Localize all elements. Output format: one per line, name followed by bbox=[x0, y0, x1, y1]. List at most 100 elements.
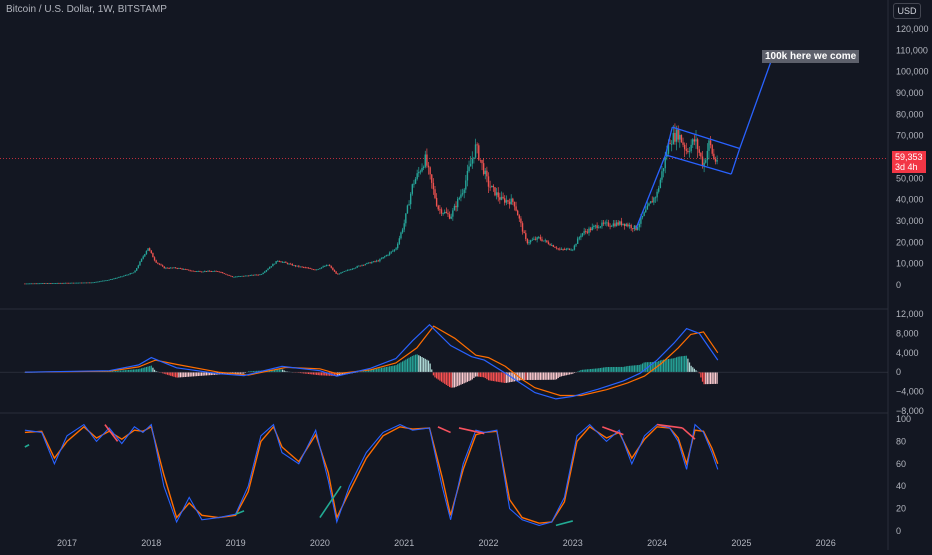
candle-body bbox=[267, 268, 269, 271]
candle-body bbox=[228, 274, 230, 276]
histogram-bar bbox=[611, 366, 613, 373]
candle-body bbox=[375, 260, 378, 262]
histogram-bar bbox=[299, 372, 302, 374]
candle-body bbox=[664, 157, 666, 169]
histogram-bar bbox=[470, 372, 472, 381]
candle-body bbox=[387, 254, 389, 256]
histogram-bar bbox=[596, 368, 598, 373]
histogram-bar bbox=[416, 354, 418, 373]
candle-body bbox=[622, 223, 624, 226]
histogram-bar bbox=[128, 369, 130, 373]
histogram-bar bbox=[199, 372, 201, 376]
currency-button[interactable]: USD bbox=[893, 3, 921, 19]
histogram-bar bbox=[380, 367, 383, 373]
candle-body bbox=[636, 227, 639, 230]
histogram-bar bbox=[113, 371, 115, 373]
candle-body bbox=[421, 168, 423, 172]
candle-body bbox=[362, 264, 365, 266]
histogram-bar bbox=[468, 372, 470, 382]
histogram-bar bbox=[487, 372, 490, 381]
candle-body bbox=[705, 160, 707, 163]
candle-body bbox=[611, 226, 613, 227]
histogram-bar bbox=[429, 363, 431, 373]
candle-body bbox=[366, 263, 368, 265]
histogram-bar bbox=[254, 370, 256, 373]
histogram-bar bbox=[361, 371, 363, 373]
candle-body bbox=[405, 213, 407, 224]
histogram-bar bbox=[132, 369, 135, 373]
histogram-bar bbox=[382, 367, 384, 373]
histogram-bar bbox=[533, 372, 535, 380]
candle-body bbox=[393, 249, 396, 251]
candle-body bbox=[693, 139, 696, 142]
candle-body bbox=[507, 200, 509, 202]
histogram-bar bbox=[427, 360, 430, 373]
candle-body bbox=[194, 271, 196, 272]
candle-body bbox=[98, 281, 101, 283]
candle-body bbox=[46, 283, 49, 284]
histogram-bar bbox=[622, 366, 624, 373]
annotation-label[interactable]: 100k here we come bbox=[762, 50, 860, 63]
histogram-bar bbox=[197, 372, 199, 377]
histogram-bar bbox=[513, 372, 516, 382]
candle-body bbox=[170, 267, 172, 269]
histogram-bar bbox=[612, 366, 614, 373]
histogram-bar bbox=[327, 372, 329, 376]
candle-body bbox=[354, 267, 357, 269]
histogram-bar bbox=[189, 372, 191, 377]
y-tick-label: 60 bbox=[896, 459, 906, 469]
y-tick-label: 10,000 bbox=[896, 259, 924, 269]
histogram-bar bbox=[452, 372, 454, 388]
histogram-bar bbox=[496, 372, 498, 382]
candle-body bbox=[492, 185, 495, 188]
candle-body bbox=[598, 227, 600, 229]
histogram-bar bbox=[588, 369, 590, 373]
candle-body bbox=[397, 243, 399, 249]
candle-body bbox=[444, 211, 446, 214]
histogram-bar bbox=[505, 372, 507, 383]
histogram-bar bbox=[680, 356, 683, 373]
candle-body bbox=[176, 268, 178, 269]
candle-body bbox=[40, 283, 42, 285]
histogram-bar bbox=[671, 358, 673, 373]
candle-body bbox=[513, 201, 516, 207]
histogram-bar bbox=[688, 362, 691, 373]
candle-body bbox=[348, 269, 350, 271]
histogram-bar bbox=[450, 372, 452, 388]
candle-body bbox=[160, 264, 162, 266]
histogram-bar bbox=[325, 372, 327, 376]
histogram-bar bbox=[476, 372, 478, 377]
histogram-bar bbox=[249, 371, 251, 373]
candle-body bbox=[439, 209, 441, 211]
candle-body bbox=[615, 222, 618, 227]
candle-body bbox=[700, 152, 702, 157]
candle-body bbox=[50, 283, 52, 284]
candle-body bbox=[714, 158, 717, 162]
candle-body bbox=[711, 145, 713, 154]
candle-body bbox=[424, 154, 426, 168]
histogram-bar bbox=[298, 372, 300, 373]
y-tick-label: 70,000 bbox=[896, 131, 924, 141]
candle-body bbox=[356, 266, 358, 268]
candle-body bbox=[72, 282, 75, 284]
histogram-bar bbox=[236, 372, 238, 374]
histogram-bar bbox=[695, 370, 697, 373]
bar-countdown: 3d 4h bbox=[895, 162, 918, 172]
histogram-bar bbox=[559, 372, 561, 377]
candle-body bbox=[679, 134, 681, 140]
candle-body bbox=[419, 171, 422, 173]
histogram-bar bbox=[648, 362, 650, 373]
symbol-title[interactable]: Bitcoin / U.S. Dollar, 1W, BITSTAMP bbox=[6, 4, 167, 15]
candle-body bbox=[489, 186, 491, 188]
candle-body bbox=[191, 270, 193, 272]
histogram-bar bbox=[374, 369, 376, 373]
candle-body bbox=[208, 270, 211, 272]
x-tick-label: 2023 bbox=[563, 538, 583, 548]
histogram-bar bbox=[139, 368, 141, 373]
histogram-bar bbox=[607, 367, 610, 373]
histogram-bar bbox=[705, 372, 707, 385]
histogram-bar bbox=[393, 365, 396, 373]
candle-body bbox=[382, 257, 384, 259]
